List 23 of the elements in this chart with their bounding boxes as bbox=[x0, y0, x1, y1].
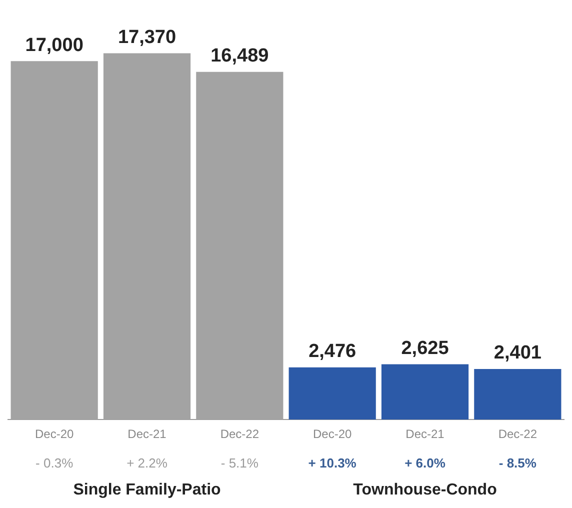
text: + 2.2% bbox=[126, 456, 168, 471]
x-tick-label: Dec-20 bbox=[312, 427, 352, 442]
bar bbox=[381, 364, 469, 420]
x-tick-label: Dec-22 bbox=[220, 427, 260, 442]
text: - 0.3% bbox=[36, 456, 74, 471]
data-label: 2,401 bbox=[494, 342, 542, 364]
x-tick-label: Dec-22 bbox=[498, 427, 538, 442]
x-tick-label: Dec-20 bbox=[34, 427, 74, 442]
data-label: 2,625 bbox=[401, 338, 450, 359]
data-label: 16,489 bbox=[210, 46, 269, 67]
bar bbox=[288, 367, 376, 420]
bar bbox=[474, 368, 562, 420]
data-label: 2,476 bbox=[308, 341, 356, 362]
data-label: 17,370 bbox=[118, 27, 176, 48]
text: + 10.3% bbox=[308, 456, 357, 471]
text: - 8.5% bbox=[498, 456, 537, 471]
text: Townhouse-Condo bbox=[353, 481, 498, 498]
data-label: 17,000 bbox=[25, 34, 84, 56]
text: - 5.1% bbox=[220, 456, 259, 471]
x-tick-label: Dec-21 bbox=[406, 427, 445, 442]
x-tick-label: Dec-21 bbox=[128, 427, 167, 442]
text: + 6.0% bbox=[404, 456, 446, 471]
text: Single Family-Patio bbox=[73, 481, 222, 498]
